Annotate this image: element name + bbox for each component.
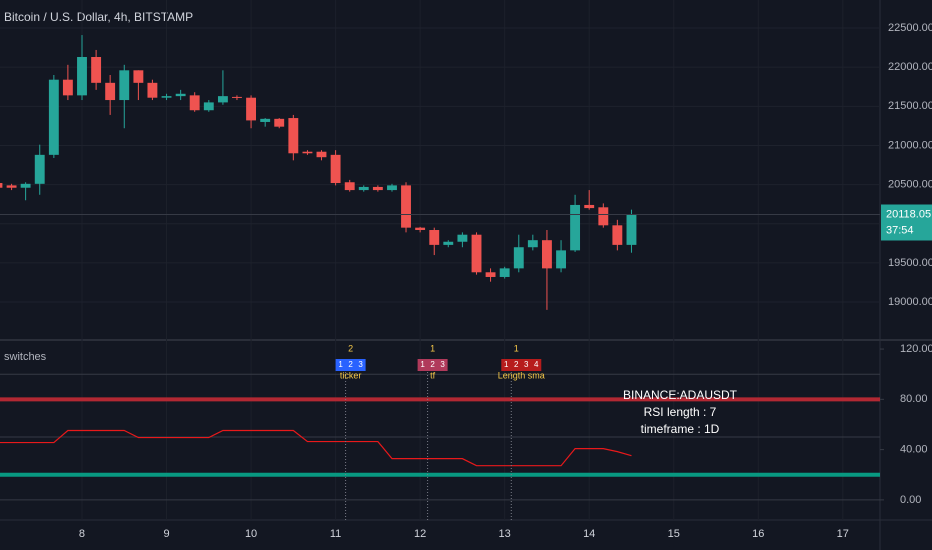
x-tick-label: 14 bbox=[583, 528, 595, 540]
candle-body bbox=[232, 96, 242, 98]
candle-body bbox=[189, 95, 200, 111]
candle-body bbox=[598, 207, 609, 226]
x-tick-label: 15 bbox=[668, 528, 680, 540]
candle-body bbox=[372, 186, 383, 191]
switch-label: tf bbox=[430, 370, 436, 380]
candle-body bbox=[0, 183, 3, 188]
switch-option: 2 bbox=[514, 360, 519, 369]
candle-body bbox=[105, 82, 116, 101]
switch-box bbox=[501, 359, 542, 371]
y-tick-label: 20500.00 bbox=[888, 179, 932, 191]
candle-body bbox=[20, 183, 31, 188]
candle-body bbox=[77, 56, 87, 96]
candle-body bbox=[344, 182, 355, 191]
candle-body bbox=[612, 225, 623, 245]
candle-body bbox=[62, 79, 73, 96]
candle-body bbox=[246, 97, 257, 121]
candle-body bbox=[161, 96, 172, 98]
candle-body bbox=[288, 118, 299, 154]
x-tick-label: 17 bbox=[837, 528, 849, 540]
candle-body bbox=[274, 118, 285, 127]
candle-body bbox=[302, 151, 313, 154]
switch-active: 2 bbox=[348, 343, 353, 353]
candle-body bbox=[316, 151, 327, 158]
x-tick-label: 11 bbox=[330, 528, 341, 540]
candle-body bbox=[541, 240, 552, 269]
chart-title: Bitcoin / U.S. Dollar, 4h, BITSTAMP bbox=[4, 10, 193, 24]
y-tick-label: 22000.00 bbox=[888, 61, 932, 73]
candle-body bbox=[429, 230, 440, 245]
candle-body bbox=[556, 250, 566, 269]
candle-body bbox=[48, 79, 59, 155]
candle-body bbox=[217, 96, 228, 103]
candle-body bbox=[260, 118, 271, 122]
switch-option: 2 bbox=[430, 360, 435, 369]
countdown-label: 37:54 bbox=[886, 224, 914, 236]
switch-active: 1 bbox=[514, 343, 519, 353]
x-tick-label: 16 bbox=[752, 528, 764, 540]
switch-option: 3 bbox=[440, 360, 445, 369]
info-text: BINANCE:ADAUSDT bbox=[623, 388, 738, 402]
last-price-label: 20118.05 bbox=[886, 208, 931, 220]
switch-label: ticker bbox=[340, 370, 362, 380]
switch-active: 1 bbox=[430, 343, 435, 353]
candle-body bbox=[91, 56, 102, 83]
switch-option: 3 bbox=[524, 360, 529, 369]
info-text: timeframe : 1D bbox=[641, 422, 720, 436]
candle-body bbox=[203, 102, 214, 111]
y-tick-label: 21500.00 bbox=[888, 100, 932, 112]
x-tick-label: 9 bbox=[163, 528, 169, 540]
candle-body bbox=[6, 185, 17, 188]
y-tick-label: 19000.00 bbox=[888, 296, 932, 308]
y-tick-label: 80.00 bbox=[900, 393, 928, 405]
y-tick-label: 0.00 bbox=[900, 494, 921, 506]
indicator-title: switches bbox=[4, 351, 47, 363]
candle-body bbox=[457, 234, 468, 242]
info-text: RSI length : 7 bbox=[644, 405, 717, 419]
candle-body bbox=[358, 186, 369, 191]
switch-option: 1 bbox=[504, 360, 509, 369]
last-price-tag bbox=[881, 204, 932, 241]
x-tick-label: 10 bbox=[245, 528, 257, 540]
candle-body bbox=[626, 214, 637, 245]
x-tick-label: 12 bbox=[414, 528, 426, 540]
candle-body bbox=[387, 185, 397, 191]
y-tick-label: 19500.00 bbox=[888, 257, 932, 269]
switch-option: 2 bbox=[348, 360, 353, 369]
switch-option: 4 bbox=[534, 360, 539, 369]
candle-body bbox=[443, 241, 454, 245]
switch-box bbox=[335, 359, 366, 371]
x-tick-label: 8 bbox=[79, 528, 85, 540]
switch-box bbox=[417, 359, 448, 371]
candle-body bbox=[175, 93, 186, 97]
candle-body bbox=[527, 240, 538, 248]
y-tick-label: 120.00 bbox=[900, 343, 932, 355]
x-tick-label: 13 bbox=[499, 528, 511, 540]
y-tick-label: 40.00 bbox=[900, 444, 928, 456]
candle-body bbox=[584, 204, 595, 209]
candle-body bbox=[401, 185, 411, 228]
switch-option: 3 bbox=[358, 360, 363, 369]
switch-label: Length sma bbox=[498, 370, 545, 380]
candle-body bbox=[147, 82, 158, 98]
candle-body bbox=[499, 268, 510, 277]
candle-body bbox=[133, 70, 144, 83]
candle-body bbox=[513, 247, 524, 269]
y-tick-label: 21000.00 bbox=[888, 139, 932, 151]
candle-body bbox=[330, 154, 341, 184]
candle-body bbox=[471, 234, 482, 273]
candle-body bbox=[485, 272, 496, 277]
rsi-line bbox=[0, 429, 632, 467]
y-tick-label: 22500.00 bbox=[888, 22, 932, 34]
switch-option: 1 bbox=[338, 360, 343, 369]
switch-option: 1 bbox=[420, 360, 425, 369]
candle-body bbox=[570, 204, 581, 251]
candle-body bbox=[119, 70, 130, 101]
candle-body bbox=[415, 227, 426, 231]
candle-body bbox=[34, 154, 45, 184]
